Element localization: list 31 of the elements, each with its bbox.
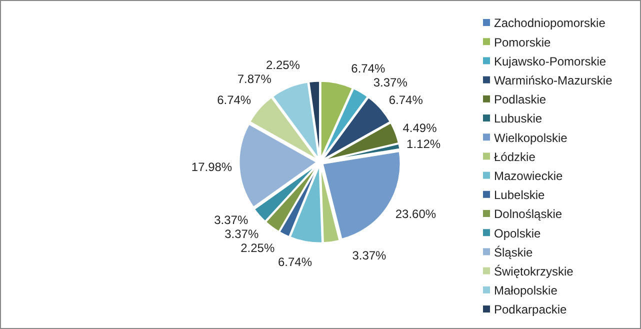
data-label: 3.37% xyxy=(373,76,408,90)
data-label: 3.37% xyxy=(224,226,259,241)
data-label: 3.37% xyxy=(352,248,387,262)
legend-label: Wielkopolskie xyxy=(494,130,568,145)
data-label: 1.12% xyxy=(406,137,441,152)
legend-label: Łódzkie xyxy=(494,150,536,164)
data-label: 23.60% xyxy=(395,206,436,221)
legend-label: Lubuskie xyxy=(494,112,542,126)
legend-label: Dolnośląskie xyxy=(494,207,562,222)
data-label: 3.37% xyxy=(214,212,248,227)
data-label: 6.74% xyxy=(278,254,312,269)
legend-label: Warmińsko-Mazurskie xyxy=(494,74,613,88)
data-label: 6.74% xyxy=(388,92,424,107)
legend-label: Śląskie xyxy=(494,245,534,260)
legend-label: Podkarpackie xyxy=(494,302,568,317)
data-label: 7.87% xyxy=(237,72,272,86)
data-label: 6.74% xyxy=(351,62,386,76)
data-label: 17.98% xyxy=(191,160,232,174)
legend-label: Pomorskie xyxy=(494,35,552,50)
legend-label: Mazowieckie xyxy=(494,169,564,183)
data-label: 2.25% xyxy=(240,240,275,255)
legend-label: Małopolskie xyxy=(494,284,558,298)
legend-label: Lubelskie xyxy=(494,188,546,202)
legend-label: Świętokrzyskie xyxy=(494,264,574,278)
legend-label: Opolskie xyxy=(494,226,542,240)
data-label: 6.74% xyxy=(217,92,252,107)
legend-label: Zachodniopomorskie xyxy=(494,16,606,30)
data-label: 4.49% xyxy=(402,121,438,136)
data-label: 2.25% xyxy=(266,58,300,72)
legend-label: Kujawsko-Pomorskie xyxy=(494,54,606,68)
legend-label: Podlaskie xyxy=(494,92,546,107)
